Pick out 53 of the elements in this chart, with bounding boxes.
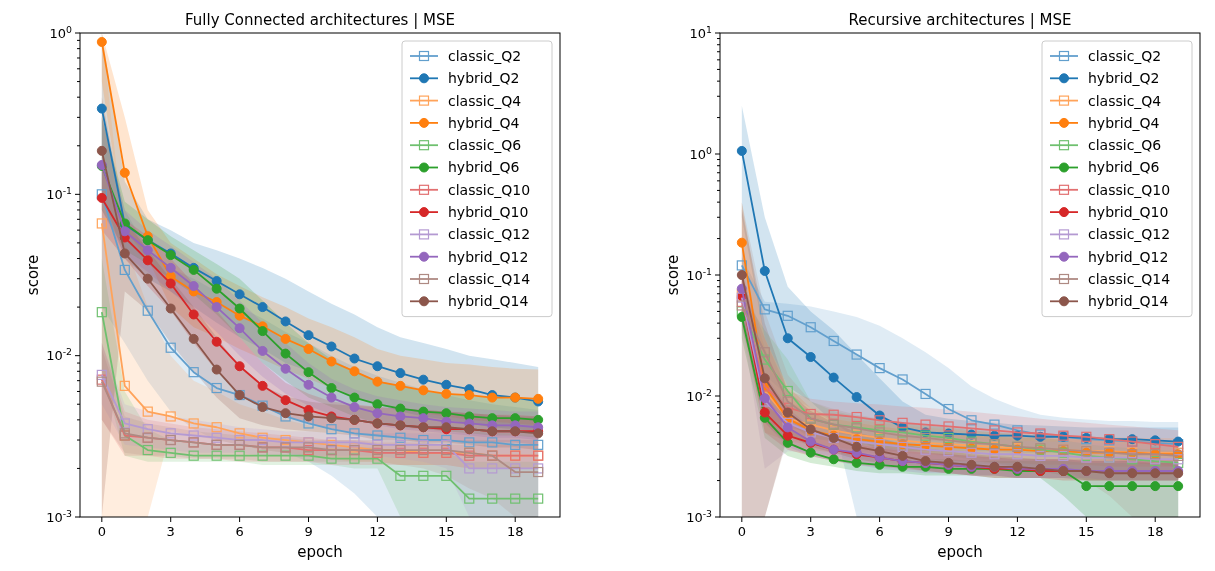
legend-label: hybrid_Q4 [448,114,520,131]
legend-label: classic_Q6 [1088,137,1162,154]
x-tick-label: 15 [1078,524,1095,539]
x-axis-title: epoch [937,543,983,561]
y-tick-label: 10$^{1}$ [689,23,713,41]
x-tick-label: 9 [944,524,953,539]
x-tick-label: 18 [506,524,524,539]
y-tick-label: 10$^{-1}$ [46,184,73,202]
legend-label: hybrid_Q12 [1088,248,1169,265]
x-tick-label: 18 [1146,524,1164,539]
legend-label: hybrid_Q14 [1088,293,1169,310]
chart-title: Recursive architectures | MSE [848,11,1072,29]
legend-label: classic_Q6 [448,137,522,154]
legend-label: hybrid_Q4 [1088,114,1160,131]
chart-title: Fully Connected architectures | MSE [185,11,455,29]
legend-label: classic_Q10 [448,181,531,198]
y-tick-label: 10$^{0}$ [49,23,73,41]
legend-label: classic_Q14 [448,270,531,287]
legend-label: hybrid_Q12 [448,248,529,265]
y-tick-label: 10$^{-3}$ [46,507,73,525]
legend-label: classic_Q4 [1088,92,1162,109]
y-tick-label: 10$^{0}$ [689,144,713,162]
x-tick-label: 15 [438,524,455,539]
x-tick-label: 6 [875,524,884,539]
y-axis-title: score [664,254,682,296]
legend-label: hybrid_Q10 [1088,204,1169,220]
legend-label: classic_Q2 [1088,47,1162,64]
y-tick-label: 10$^{-2}$ [686,386,713,404]
legend-label: classic_Q4 [448,92,522,109]
x-axis-title: epoch [297,543,343,561]
x-tick-label: 12 [369,524,386,539]
legend-label: classic_Q14 [1088,270,1171,287]
x-tick-label: 3 [166,524,175,539]
y-tick-label: 10$^{-3}$ [686,507,713,525]
x-tick-label: 3 [806,524,815,539]
legend-label: hybrid_Q6 [448,159,520,176]
legend-label: hybrid_Q2 [1088,70,1160,87]
legend-label: hybrid_Q10 [448,204,529,220]
legend-label: hybrid_Q14 [448,293,529,310]
x-tick-label: 12 [1009,524,1026,539]
legend-label: hybrid_Q2 [448,70,520,87]
legend-label: hybrid_Q6 [1088,159,1160,176]
x-tick-label: 0 [737,524,746,539]
legend-label: classic_Q12 [1088,226,1171,243]
x-tick-label: 0 [97,524,106,539]
y-tick-label: 10$^{-2}$ [46,345,73,364]
y-axis-title: score [24,254,42,296]
y-tick-label: 10$^{-1}$ [686,265,713,283]
legend-label: classic_Q10 [1088,181,1171,198]
x-tick-label: 9 [304,524,313,539]
legend-label: classic_Q12 [448,226,531,243]
legend-label: classic_Q2 [448,47,522,64]
x-tick-label: 6 [235,524,244,539]
